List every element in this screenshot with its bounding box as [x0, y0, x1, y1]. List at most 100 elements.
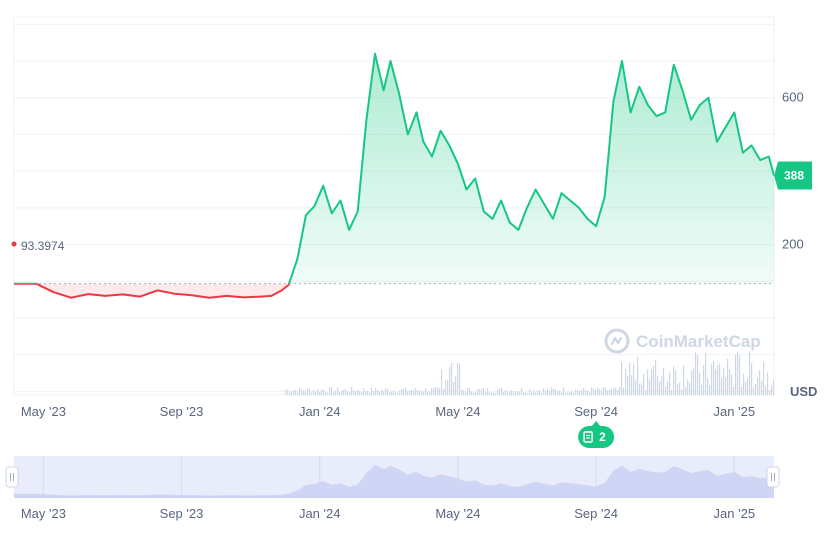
volume-bar	[633, 363, 635, 395]
volume-bar	[755, 383, 757, 395]
volume-bar	[343, 389, 345, 395]
volume-bar	[727, 358, 729, 395]
volume-bar	[483, 387, 485, 395]
volume-bar	[439, 387, 441, 395]
volume-bar	[675, 370, 677, 395]
baseline-marker: 93.3974	[11, 239, 65, 253]
volume-bar	[613, 388, 615, 395]
volume-bar	[431, 388, 433, 395]
volume-bar	[357, 389, 359, 395]
volume-bar	[489, 391, 491, 395]
volume-bar	[435, 387, 437, 395]
volume-bar	[733, 386, 735, 395]
volume-bar	[537, 390, 539, 395]
volume-bar	[305, 391, 307, 395]
volume-bar	[659, 381, 661, 395]
volume-bar	[541, 392, 543, 395]
volume-bar	[657, 375, 659, 395]
volume-bar	[627, 376, 629, 395]
volume-bar	[395, 392, 397, 395]
volume-bar	[575, 389, 577, 395]
volume-bar	[407, 391, 409, 395]
volume-bar	[465, 392, 467, 395]
volume-bar	[559, 390, 561, 395]
volume-bar	[547, 388, 549, 395]
volume-bar	[769, 390, 771, 395]
volume-bar	[463, 390, 465, 395]
volume-bar	[379, 391, 381, 395]
volume-bar	[631, 375, 633, 395]
volume-bar	[561, 392, 563, 395]
volume-bar	[677, 383, 679, 395]
event-marker[interactable]: 2	[578, 421, 615, 448]
volume-bars	[285, 351, 774, 395]
volume-bar	[555, 389, 557, 395]
volume-bar	[713, 361, 715, 395]
volume-bar	[315, 391, 317, 395]
volume-bar	[339, 391, 341, 395]
navigator-handle-right[interactable]	[766, 466, 780, 488]
volume-bar	[525, 392, 527, 395]
navigator-x-tick-label: Sep '24	[574, 506, 618, 521]
volume-bar	[355, 391, 357, 395]
volume-bar	[703, 364, 705, 395]
volume-bar	[711, 363, 713, 395]
volume-bar	[499, 388, 501, 395]
navigator-handle-left[interactable]	[5, 466, 19, 488]
navigator-x-axis: May '23 Sep '23 Jan '24 May '24 Sep '24 Jan '…	[21, 506, 755, 521]
event-badge-pointer	[591, 421, 602, 427]
currency-unit: USD	[790, 384, 817, 399]
volume-bar	[735, 354, 737, 395]
range-navigator[interactable]	[5, 456, 780, 498]
volume-bar	[605, 387, 607, 395]
volume-bar	[429, 391, 431, 395]
price-areas	[14, 53, 774, 298]
baseline-label: 93.3974	[21, 239, 65, 253]
volume-bar	[505, 390, 507, 395]
volume-bar	[299, 387, 301, 395]
navigator-x-tick-label: Jan '25	[714, 506, 756, 521]
volume-bar	[667, 381, 669, 395]
volume-bar	[453, 382, 455, 395]
volume-bar	[579, 390, 581, 395]
volume-bar	[491, 392, 493, 395]
volume-bar	[607, 390, 609, 395]
volume-bar	[615, 387, 617, 395]
volume-bar	[761, 380, 763, 395]
volume-bar	[413, 390, 415, 395]
volume-bar	[415, 387, 417, 395]
volume-bar	[645, 390, 647, 395]
volume-bar	[359, 391, 361, 395]
x-axis: May '23 Sep '23 Jan '24 May '24 Sep '24 Jan '…	[21, 404, 755, 419]
volume-bar	[487, 388, 489, 395]
price-line-down	[14, 283, 291, 299]
volume-bar	[593, 389, 595, 395]
volume-bar	[311, 392, 313, 395]
price-lines	[14, 52, 774, 299]
volume-bar	[349, 391, 351, 395]
volume-bar	[697, 355, 699, 395]
baseline-dot	[11, 241, 17, 247]
volume-bar	[475, 392, 477, 395]
volume-bar	[321, 389, 323, 395]
volume-bar	[653, 366, 655, 395]
volume-bar	[369, 392, 371, 395]
volume-bar	[539, 390, 541, 395]
volume-bar	[495, 392, 497, 395]
volume-bar	[695, 352, 697, 395]
volume-bar	[685, 386, 687, 395]
volume-bar	[715, 368, 717, 395]
volume-bar	[503, 392, 505, 395]
price-area-up	[14, 53, 774, 284]
volume-bar	[405, 387, 407, 395]
volume-bar	[557, 391, 559, 395]
volume-bar	[765, 386, 767, 395]
volume-bar	[437, 387, 439, 395]
x-tick-label: Sep '23	[160, 404, 204, 419]
volume-bar	[619, 387, 621, 395]
volume-bar	[563, 387, 565, 395]
volume-bar	[767, 372, 769, 395]
volume-bar	[691, 370, 693, 395]
volume-bar	[533, 390, 535, 395]
